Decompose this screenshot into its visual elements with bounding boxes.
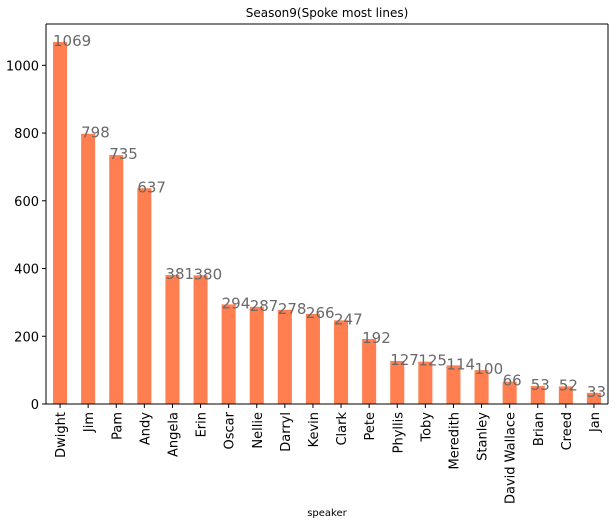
data-label: 798 — [81, 124, 110, 142]
bar — [446, 365, 461, 404]
x-tick-label: Clark — [335, 412, 350, 446]
y-tick-label: 800 — [14, 127, 39, 142]
x-tick-label: Jim — [82, 412, 97, 433]
bar — [81, 133, 96, 405]
bar — [558, 386, 573, 404]
chart-title: Season9(Spoke most lines) — [246, 6, 409, 20]
data-label: 380 — [194, 265, 223, 283]
data-label: 114 — [446, 355, 475, 373]
x-tick-label: David Wallace — [504, 412, 519, 504]
data-label: 381 — [165, 265, 194, 283]
data-label: 637 — [137, 178, 166, 196]
x-tick-label: Brian — [532, 412, 547, 446]
x-tick-label: Andy — [138, 412, 153, 445]
data-label: 247 — [334, 310, 363, 328]
x-tick-label: Meredith — [447, 412, 462, 469]
bar — [390, 360, 405, 404]
y-tick-label: 400 — [14, 263, 39, 278]
bar — [305, 313, 320, 404]
x-tick-label: Pam — [110, 412, 125, 440]
x-axis-label: speaker — [307, 508, 347, 519]
x-tick-label: Angela — [166, 412, 181, 457]
bar — [586, 392, 601, 404]
bar — [277, 309, 292, 404]
y-tick-label: 1000 — [6, 59, 39, 74]
data-label: 192 — [362, 329, 391, 347]
x-tick-label: Toby — [419, 412, 434, 443]
bar — [334, 320, 349, 404]
bar — [502, 381, 517, 404]
bar — [53, 41, 68, 405]
data-label: 66 — [503, 372, 522, 390]
data-label: 278 — [278, 300, 307, 318]
x-tick-label: Oscar — [223, 411, 238, 449]
y-tick-label: 0 — [31, 398, 39, 413]
bar — [249, 306, 264, 404]
x-tick-label: Stanley — [476, 412, 491, 461]
data-label: 294 — [222, 294, 251, 312]
bar — [165, 274, 180, 404]
data-label: 735 — [109, 145, 138, 163]
bar — [109, 155, 124, 404]
x-tick-label: Dwight — [54, 412, 69, 458]
y-tick-label: 200 — [14, 330, 39, 345]
x-tick-label: Phyllis — [391, 412, 406, 454]
bar — [193, 275, 208, 404]
data-label: 100 — [475, 360, 504, 378]
data-label: 33 — [587, 383, 606, 401]
bar — [474, 370, 489, 404]
x-tick-label: Nellie — [251, 412, 266, 449]
bar — [221, 304, 236, 404]
x-tick-label: Erin — [195, 412, 210, 437]
data-label: 53 — [531, 376, 550, 394]
data-label: 287 — [250, 297, 279, 315]
bar — [362, 338, 377, 404]
data-label: 266 — [306, 304, 335, 322]
x-tick-label: Darryl — [279, 412, 294, 452]
data-label: 1069 — [53, 32, 91, 50]
x-tick-label: Kevin — [307, 412, 322, 447]
bar — [137, 188, 152, 404]
x-tick-label: Pete — [363, 412, 378, 440]
data-label: 125 — [418, 352, 447, 370]
bar — [530, 386, 545, 404]
bar — [418, 361, 433, 404]
y-tick-label: 600 — [14, 195, 39, 210]
data-label: 52 — [559, 376, 578, 394]
x-tick-label: Jan — [588, 412, 603, 433]
data-label: 127 — [390, 351, 419, 369]
x-tick-label: Creed — [560, 412, 575, 450]
